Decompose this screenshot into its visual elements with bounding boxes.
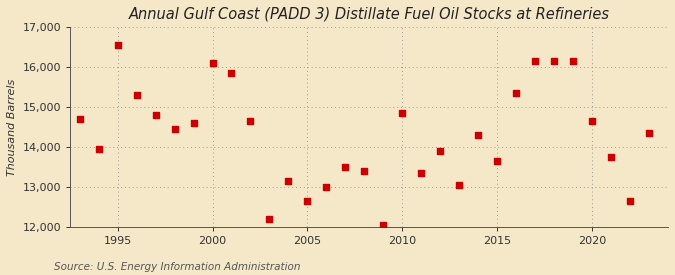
Point bbox=[378, 223, 389, 227]
Point bbox=[340, 165, 351, 169]
Point bbox=[568, 59, 578, 64]
Point bbox=[473, 133, 484, 137]
Point bbox=[131, 93, 142, 97]
Point bbox=[188, 121, 199, 125]
Point bbox=[93, 147, 104, 151]
Y-axis label: Thousand Barrels: Thousand Barrels bbox=[7, 79, 17, 176]
Point bbox=[530, 59, 541, 64]
Point bbox=[435, 149, 446, 153]
Point bbox=[644, 131, 655, 135]
Point bbox=[321, 185, 332, 189]
Point bbox=[454, 183, 464, 187]
Text: Source: U.S. Energy Information Administration: Source: U.S. Energy Information Administ… bbox=[54, 262, 300, 272]
Point bbox=[264, 217, 275, 221]
Point bbox=[359, 169, 370, 173]
Point bbox=[605, 155, 616, 159]
Point bbox=[207, 61, 218, 65]
Point bbox=[169, 127, 180, 131]
Point bbox=[511, 91, 522, 95]
Point bbox=[226, 71, 237, 75]
Point bbox=[150, 113, 161, 117]
Point bbox=[492, 159, 503, 163]
Point bbox=[549, 59, 560, 64]
Point bbox=[112, 43, 123, 48]
Point bbox=[624, 199, 635, 203]
Point bbox=[416, 171, 427, 175]
Point bbox=[587, 119, 597, 123]
Point bbox=[283, 179, 294, 183]
Point bbox=[74, 117, 85, 121]
Point bbox=[302, 199, 313, 203]
Title: Annual Gulf Coast (PADD 3) Distillate Fuel Oil Stocks at Refineries: Annual Gulf Coast (PADD 3) Distillate Fu… bbox=[129, 7, 610, 22]
Point bbox=[397, 111, 408, 116]
Point bbox=[245, 119, 256, 123]
